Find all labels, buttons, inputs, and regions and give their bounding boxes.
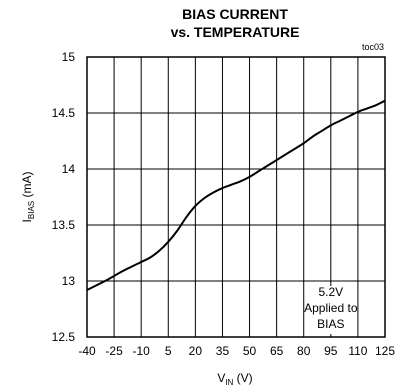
chart-title-line2: vs. TEMPERATURE xyxy=(171,24,300,40)
y-tick-label: 14.5 xyxy=(52,106,76,120)
x-tick-label: -25 xyxy=(105,344,123,358)
y-axis-label-sub: BIAS xyxy=(27,201,36,219)
y-tick-label: 14 xyxy=(62,162,76,176)
y-tick-label: 13 xyxy=(62,274,76,288)
x-tick-label: 35 xyxy=(216,344,230,358)
annotation-line3: BIAS xyxy=(317,317,344,331)
annotation-line1: 5.2V xyxy=(318,285,343,299)
x-tick-label: 95 xyxy=(324,344,338,358)
annotation-line2: Applied to xyxy=(304,301,358,315)
x-tick-label: 20 xyxy=(189,344,203,358)
x-tick-label: 80 xyxy=(297,344,311,358)
x-axis-label-main: V xyxy=(217,371,225,385)
y-axis-label: IBIAS (mA) xyxy=(20,172,36,223)
y-tick-label: 12.5 xyxy=(52,330,76,344)
series-line xyxy=(86,99,386,291)
x-tick-label: 110 xyxy=(348,344,367,358)
x-tick-label: -10 xyxy=(133,344,151,358)
x-axis-label: VIN (V) xyxy=(217,371,252,386)
y-tick-label: 13.5 xyxy=(52,218,76,232)
plot-area xyxy=(86,56,386,338)
y-tick-labels: 12.5 13 13.5 14 14.5 15 xyxy=(52,50,76,344)
y-tick-label: 15 xyxy=(62,50,76,64)
x-axis-label-sub: IN xyxy=(225,378,233,386)
x-tick-label: -40 xyxy=(78,344,96,358)
annotation-box: 5.2V Applied to BIAS xyxy=(304,285,358,334)
y-axis-label-suffix: (mA) xyxy=(20,172,34,201)
annotation-background xyxy=(306,286,355,334)
x-tick-label: 125 xyxy=(375,344,395,358)
y-axis-label-main: I xyxy=(20,219,34,222)
x-tick-label: 50 xyxy=(243,344,257,358)
x-axis-label-suffix: (V) xyxy=(233,371,252,385)
x-tick-label: 5 xyxy=(165,344,172,358)
x-tick-labels: -40 -25 -10 5 20 35 50 65 80 95 110 125 xyxy=(78,344,395,358)
figure-id: toc03 xyxy=(362,42,384,52)
chart-title-line1: BIAS CURRENT xyxy=(182,6,288,22)
x-tick-label: 65 xyxy=(270,344,284,358)
